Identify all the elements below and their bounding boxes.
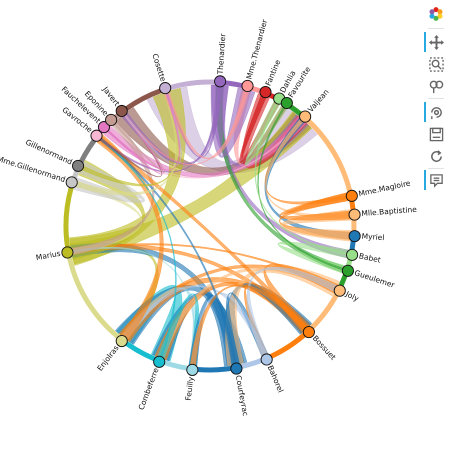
pan-icon[interactable] — [426, 32, 446, 52]
chord-ribbon — [279, 192, 352, 221]
node-label: Gueulemer — [353, 268, 396, 290]
node-label: Mme.Magloire — [358, 178, 412, 198]
node-combeferre[interactable] — [153, 355, 166, 368]
node-label: Joly — [343, 289, 360, 304]
node-gavroche[interactable] — [90, 129, 103, 142]
node-label: Enjolras — [95, 343, 120, 372]
node-label: Feuilly — [184, 376, 196, 401]
chord-ribbons — [69, 84, 352, 367]
node-gillenormand[interactable] — [72, 159, 85, 172]
node-mme-magloire[interactable] — [345, 189, 358, 202]
node-label: Courfeyrac — [234, 375, 250, 417]
node-label: Bahorel — [266, 364, 285, 394]
node-label: Myriel — [361, 232, 384, 243]
node-label: Combeferre — [137, 366, 161, 411]
node-valjean[interactable] — [299, 110, 312, 123]
reset-icon[interactable] — [426, 146, 446, 166]
box-zoom-icon[interactable] — [426, 54, 446, 74]
node-label: Valjean — [306, 87, 331, 114]
node-label: Babet — [358, 251, 381, 264]
node-javert[interactable] — [115, 104, 128, 118]
wheel-zoom-icon[interactable] — [426, 102, 446, 122]
node-mme-thenardier[interactable] — [241, 79, 254, 92]
zoom-in-icon[interactable] — [426, 76, 446, 96]
node-babet[interactable] — [346, 248, 359, 261]
node-label: Thenardier — [216, 32, 228, 75]
chord-nodes — [61, 75, 361, 376]
node-fantine[interactable] — [259, 85, 272, 99]
ring-segment — [66, 256, 128, 346]
node-feuilly[interactable] — [186, 363, 199, 376]
wheel-zoom-active-indicator — [424, 102, 426, 122]
node-myriel[interactable] — [348, 230, 361, 243]
node-bossuet[interactable] — [302, 325, 315, 339]
hover-active-indicator — [424, 170, 426, 190]
node-cosette[interactable] — [159, 82, 172, 95]
node-label: Mlle.Baptistine — [361, 205, 417, 218]
node-gueulemer[interactable] — [341, 264, 354, 277]
node-favourite[interactable] — [280, 96, 293, 110]
node-marius[interactable] — [61, 246, 74, 259]
node-label: Gillenormand — [24, 138, 74, 167]
hover-icon[interactable] — [426, 170, 446, 190]
bokeh-logo-icon[interactable] — [426, 4, 446, 24]
node-label: Cosette — [150, 52, 168, 83]
node-thenardier[interactable] — [214, 75, 227, 88]
node-label: Mme.Thenardier — [245, 18, 270, 81]
node-bahorel[interactable] — [260, 353, 273, 366]
node-label: Bossuet — [311, 334, 338, 362]
node-label: Fantine — [264, 58, 283, 87]
save-icon[interactable] — [426, 124, 446, 144]
node-joly[interactable] — [333, 284, 346, 297]
node-enjolras[interactable] — [115, 334, 128, 348]
node-fauchelevent[interactable] — [97, 121, 111, 134]
toolbar — [424, 2, 448, 192]
node-courfeyrac[interactable] — [230, 362, 243, 375]
node-eponine[interactable] — [105, 113, 118, 127]
node-label: Marius — [35, 249, 61, 262]
node-mlle-baptistine[interactable] — [348, 208, 361, 221]
pan-active-indicator — [424, 32, 426, 52]
node-mme-gillenormand[interactable] — [65, 176, 78, 189]
